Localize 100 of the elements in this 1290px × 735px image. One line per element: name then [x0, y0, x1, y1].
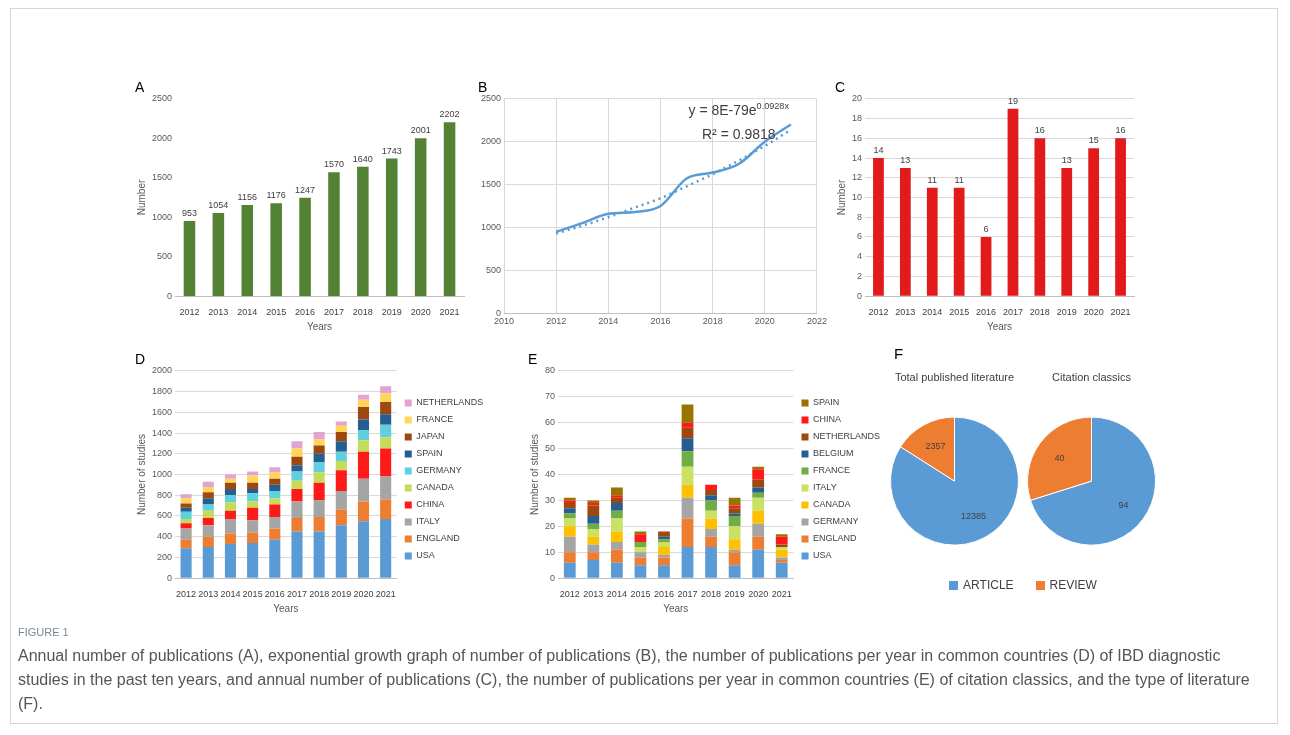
- bar: [1007, 108, 1019, 296]
- data-label: 19: [1007, 95, 1018, 106]
- bar: [1115, 138, 1126, 296]
- bar: [611, 518, 623, 532]
- bar: [681, 451, 694, 467]
- bar: [313, 472, 325, 483]
- bar: [247, 489, 259, 494]
- y-tick-label: 800: [156, 489, 173, 500]
- bar: [241, 204, 254, 297]
- bar: [357, 407, 370, 420]
- y-tick-label: 2000: [480, 136, 502, 147]
- y-tick-label: 2500: [151, 93, 173, 104]
- bar: [335, 509, 347, 526]
- bar: [563, 518, 576, 527]
- bar: [202, 536, 214, 548]
- bar: [269, 472, 281, 479]
- y-tick-label: 70: [545, 391, 556, 402]
- x-tick-label: 2013: [895, 307, 916, 318]
- bar: [658, 565, 670, 578]
- bar: [980, 236, 992, 296]
- legend-label: BELGIUM: [813, 448, 854, 459]
- bar: [563, 562, 576, 578]
- legend-label: CHINA: [813, 414, 842, 425]
- bar: [291, 465, 303, 472]
- x-tick-label: 2020: [410, 307, 431, 318]
- caption: FIGURE 1: [18, 625, 70, 640]
- bar: [313, 431, 325, 440]
- y-tick-label: 1200: [151, 448, 173, 459]
- bar: [587, 528, 600, 537]
- bar: [269, 498, 281, 505]
- x-tick-label: 2021: [439, 307, 460, 318]
- y-tick-label: 50: [545, 443, 556, 454]
- bar: [705, 536, 717, 548]
- y-tick-label: 0: [550, 572, 556, 583]
- y-tick-label: 400: [156, 531, 173, 542]
- bar: [357, 501, 370, 522]
- bar: [291, 501, 303, 519]
- bar: [380, 476, 392, 500]
- bar: [899, 167, 911, 296]
- x-tick-label: 2013: [208, 307, 229, 318]
- bar: [180, 539, 192, 549]
- x-tick-label: 2018: [1029, 307, 1050, 318]
- x-tick-label: 2016: [295, 307, 316, 318]
- bar: [291, 489, 303, 502]
- y-axis-title: Number of studies: [135, 433, 147, 516]
- data-label: 15: [1088, 135, 1099, 146]
- bar: [634, 534, 647, 542]
- bar: [380, 437, 392, 449]
- bar: [224, 495, 236, 503]
- x-tick-label: 2014: [606, 589, 627, 600]
- data-label: 11: [927, 174, 937, 185]
- data-label: 2001: [410, 125, 431, 136]
- data-label: 1176: [266, 190, 286, 201]
- y-tick-label: 12: [852, 172, 863, 183]
- bar: [658, 557, 670, 566]
- bar: [202, 492, 214, 499]
- x-tick-label: 2022: [806, 316, 827, 327]
- bar: [270, 203, 282, 297]
- bar: [681, 518, 694, 548]
- bar: [224, 543, 236, 578]
- bar: [634, 557, 647, 566]
- x-tick-label: 2013: [198, 589, 219, 600]
- bar: [313, 531, 325, 578]
- data-label: 12385: [961, 510, 987, 521]
- bar: [752, 497, 765, 511]
- bar: [587, 515, 600, 524]
- bar: [728, 497, 741, 506]
- annotation: R² = 0.9818: [701, 125, 776, 142]
- chart-title: B: [478, 79, 488, 96]
- legend-label: ITALY: [813, 482, 837, 493]
- y-axis-title: Number: [135, 179, 147, 216]
- y-tick-label: 1600: [151, 406, 173, 417]
- chart-title: E: [528, 351, 538, 368]
- bar: [269, 504, 281, 518]
- data-label: 14: [873, 145, 884, 156]
- x-tick-label: 2016: [976, 307, 997, 318]
- chart-title: C: [835, 79, 846, 96]
- y-tick-label: 6: [857, 231, 863, 242]
- x-axis-title: Years: [306, 320, 333, 332]
- legend-label: CHINA: [416, 499, 445, 510]
- bar: [247, 475, 259, 483]
- bar: [269, 491, 281, 499]
- data-label: 16: [1115, 125, 1126, 136]
- bar: [180, 494, 192, 499]
- x-axis-title: Years: [273, 602, 299, 614]
- bar: [380, 519, 392, 578]
- y-axis-title: Number of studies: [528, 433, 540, 516]
- bar: [563, 552, 576, 563]
- bar: [269, 539, 281, 578]
- data-label: 94: [1118, 499, 1129, 510]
- bar: [385, 158, 398, 297]
- bar: [335, 441, 347, 452]
- bar: [313, 445, 325, 454]
- data-label: 1247: [295, 184, 316, 195]
- bar: [180, 498, 192, 504]
- bar: [611, 495, 623, 498]
- bar: [202, 486, 214, 493]
- bar: [634, 547, 647, 553]
- text: Annual number of publications (A), exponential growth graph of number of publications (B), the number of publications per year in common countries (D) of IBD diagnostic studies in the past ten years, and annual number of publications (C), the number of publications per year in common countries (E) of citation classics, and the type of literature (F).: [18, 646, 1251, 714]
- bar: [705, 547, 717, 578]
